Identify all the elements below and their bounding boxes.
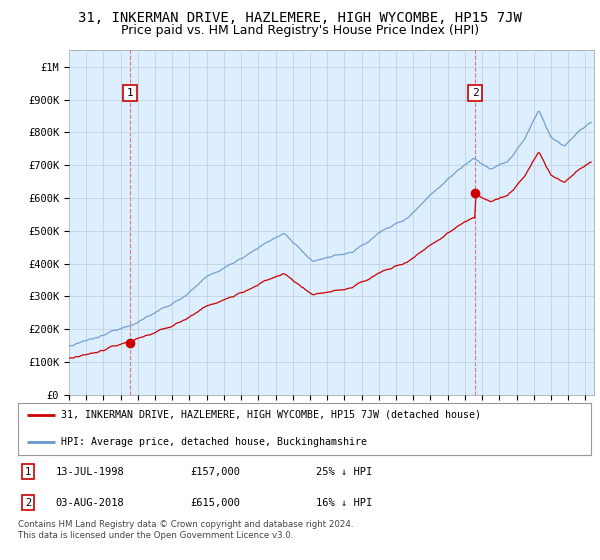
Text: Price paid vs. HM Land Registry's House Price Index (HPI): Price paid vs. HM Land Registry's House … [121, 24, 479, 36]
Text: 2: 2 [472, 88, 478, 98]
Text: 25% ↓ HPI: 25% ↓ HPI [316, 466, 372, 477]
Text: 16% ↓ HPI: 16% ↓ HPI [316, 498, 372, 508]
Text: 2: 2 [25, 498, 31, 508]
Text: HPI: Average price, detached house, Buckinghamshire: HPI: Average price, detached house, Buck… [61, 437, 367, 447]
Text: £157,000: £157,000 [190, 466, 240, 477]
Text: 1: 1 [25, 466, 31, 477]
Text: Contains HM Land Registry data © Crown copyright and database right 2024.: Contains HM Land Registry data © Crown c… [18, 520, 353, 529]
Text: 03-AUG-2018: 03-AUG-2018 [55, 498, 124, 508]
Text: 1: 1 [127, 88, 133, 98]
Text: 31, INKERMAN DRIVE, HAZLEMERE, HIGH WYCOMBE, HP15 7JW (detached house): 31, INKERMAN DRIVE, HAZLEMERE, HIGH WYCO… [61, 409, 481, 419]
Text: 13-JUL-1998: 13-JUL-1998 [55, 466, 124, 477]
Text: £615,000: £615,000 [190, 498, 240, 508]
Text: This data is licensed under the Open Government Licence v3.0.: This data is licensed under the Open Gov… [18, 531, 293, 540]
Text: 31, INKERMAN DRIVE, HAZLEMERE, HIGH WYCOMBE, HP15 7JW: 31, INKERMAN DRIVE, HAZLEMERE, HIGH WYCO… [78, 11, 522, 25]
